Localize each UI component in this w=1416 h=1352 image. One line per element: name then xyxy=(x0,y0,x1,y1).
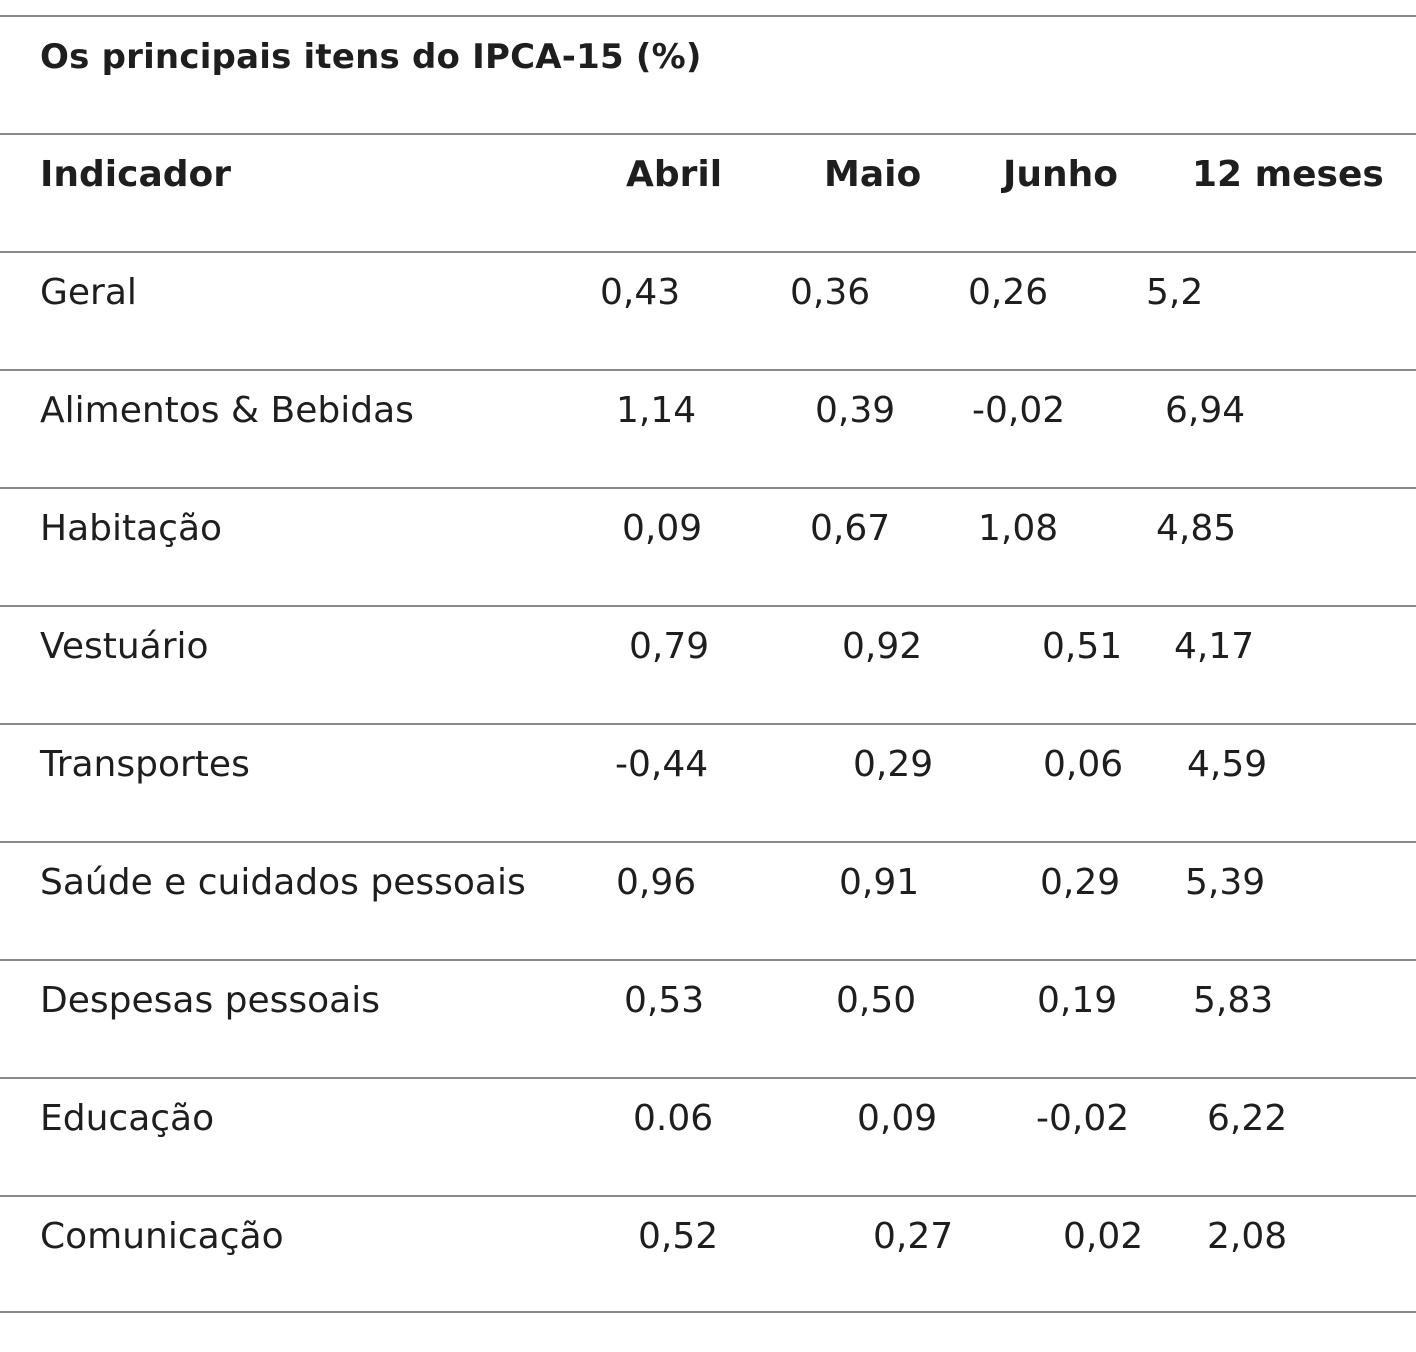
cell-maio: 0,09 xyxy=(857,1098,938,1139)
ipca-table: Os principais itens do IPCA-15 (%) Indic… xyxy=(0,15,1416,1313)
cell-12-meses: 4,17 xyxy=(1174,626,1255,667)
row-label: Transportes xyxy=(40,744,250,785)
cell-abril: 0,52 xyxy=(638,1216,719,1257)
row-label: Educação xyxy=(40,1098,215,1139)
table-row: Despesas pessoais 0,53 0,50 0,19 5,83 xyxy=(0,959,1416,1077)
cell-maio: 0,91 xyxy=(839,862,920,903)
cell-abril: 0,53 xyxy=(624,980,705,1021)
cell-12-meses: 6,94 xyxy=(1165,390,1246,431)
table-header-row: Indicador Abril Maio Junho 12 meses xyxy=(0,133,1416,251)
cell-maio: 0,36 xyxy=(790,272,871,313)
row-label: Habitação xyxy=(40,508,223,549)
cell-maio: 0,92 xyxy=(842,626,923,667)
cell-12-meses: 5,39 xyxy=(1185,862,1266,903)
cell-junho: -0,02 xyxy=(972,390,1066,431)
table-row: Educação 0.06 0,09 -0,02 6,22 xyxy=(0,1077,1416,1195)
cell-12-meses: 5,2 xyxy=(1146,272,1204,313)
table-row: Geral 0,43 0,36 0,26 5,2 xyxy=(0,251,1416,369)
header-indicador: Indicador xyxy=(40,154,232,195)
cell-12-meses: 4,85 xyxy=(1156,508,1237,549)
cell-junho: 1,08 xyxy=(978,508,1059,549)
cell-12-meses: 5,83 xyxy=(1193,980,1274,1021)
cell-abril: 0,09 xyxy=(622,508,703,549)
cell-junho: 0,51 xyxy=(1042,626,1123,667)
table-row: Vestuário 0,79 0,92 0,51 4,17 xyxy=(0,605,1416,723)
table-row: Saúde e cuidados pessoais 0,96 0,91 0,29… xyxy=(0,841,1416,959)
cell-junho: 0,26 xyxy=(968,272,1049,313)
table-title: Os principais itens do IPCA-15 (%) xyxy=(40,37,702,77)
header-maio: Maio xyxy=(824,154,922,195)
table-row: Transportes -0,44 0,29 0,06 4,59 xyxy=(0,723,1416,841)
cell-abril: 0,79 xyxy=(629,626,710,667)
cell-maio: 0,29 xyxy=(853,744,934,785)
cell-12-meses: 6,22 xyxy=(1207,1098,1288,1139)
row-label: Vestuário xyxy=(40,626,209,667)
cell-junho: 0,29 xyxy=(1040,862,1121,903)
row-label: Geral xyxy=(40,272,137,313)
header-junho: Junho xyxy=(1003,154,1119,195)
cell-12-meses: 2,08 xyxy=(1207,1216,1288,1257)
cell-abril: 0,43 xyxy=(600,272,681,313)
header-12-meses: 12 meses xyxy=(1192,154,1384,195)
row-label: Comunicação xyxy=(40,1216,284,1257)
row-label: Despesas pessoais xyxy=(40,980,380,1021)
cell-abril: 0,96 xyxy=(616,862,697,903)
cell-junho: 0,19 xyxy=(1037,980,1118,1021)
cell-maio: 0,67 xyxy=(810,508,891,549)
cell-maio: 0,39 xyxy=(815,390,896,431)
cell-abril: -0,44 xyxy=(615,744,709,785)
table-row: Alimentos & Bebidas 1,14 0,39 -0,02 6,94 xyxy=(0,369,1416,487)
cell-maio: 0,27 xyxy=(873,1216,954,1257)
cell-junho: -0,02 xyxy=(1036,1098,1130,1139)
row-label: Alimentos & Bebidas xyxy=(40,390,414,431)
header-abril: Abril xyxy=(626,154,723,195)
table-row: Habitação 0,09 0,67 1,08 4,85 xyxy=(0,487,1416,605)
cell-12-meses: 4,59 xyxy=(1187,744,1268,785)
table-title-row: Os principais itens do IPCA-15 (%) xyxy=(0,15,1416,133)
cell-abril: 0.06 xyxy=(633,1098,714,1139)
table-row: Comunicação 0,52 0,27 0,02 2,08 xyxy=(0,1195,1416,1313)
cell-junho: 0,06 xyxy=(1043,744,1124,785)
cell-abril: 1,14 xyxy=(616,390,697,431)
cell-junho: 0,02 xyxy=(1063,1216,1144,1257)
cell-maio: 0,50 xyxy=(836,980,917,1021)
row-label: Saúde e cuidados pessoais xyxy=(40,862,526,903)
